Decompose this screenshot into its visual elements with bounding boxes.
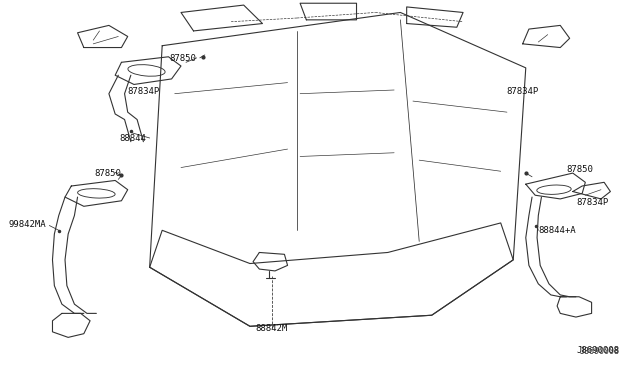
Text: 87834P: 87834P <box>127 87 159 96</box>
Text: J8690008: J8690008 <box>580 347 620 356</box>
Text: 87850: 87850 <box>95 169 122 177</box>
Text: 87834P: 87834P <box>506 87 539 96</box>
Text: 87850: 87850 <box>170 54 196 63</box>
Text: J8690008: J8690008 <box>577 346 620 355</box>
Text: 88844+A: 88844+A <box>538 226 576 235</box>
Text: 88844: 88844 <box>120 134 147 142</box>
Text: 88842M: 88842M <box>256 324 288 333</box>
Text: 87834P: 87834P <box>576 198 608 207</box>
Text: 87850: 87850 <box>566 165 593 174</box>
Text: 99842MA: 99842MA <box>8 220 46 229</box>
